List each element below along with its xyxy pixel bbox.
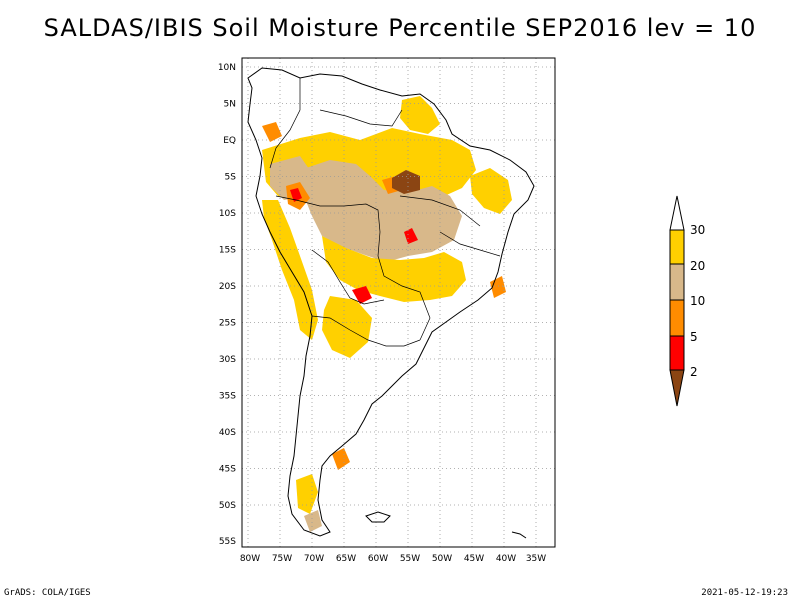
- shading-layer: [262, 96, 512, 532]
- lon-label: 75W: [272, 554, 292, 564]
- shade-orange-5: [332, 448, 350, 470]
- island-falklands: [365, 511, 391, 523]
- lat-label: 20S: [219, 282, 236, 292]
- gridlines: [242, 58, 555, 547]
- map-frame: [241, 57, 556, 548]
- lat-label: 5N: [224, 100, 236, 110]
- lat-label: 10N: [218, 63, 236, 73]
- footer-credit: GrADS: COLA/IGES: [4, 588, 91, 598]
- lat-label: 45S: [219, 465, 236, 475]
- lat-label: 40S: [219, 428, 236, 438]
- shade-tan-central: [300, 160, 462, 262]
- lat-label: 35S: [219, 392, 236, 402]
- legend-box-20-30: [669, 229, 685, 265]
- legend-labels: 30 20 10 5 2: [690, 223, 705, 379]
- color-legend: [669, 195, 685, 407]
- lat-label: 10S: [219, 209, 236, 219]
- shade-yellow-patagonia: [296, 474, 318, 514]
- lon-label: 60W: [368, 554, 388, 564]
- legend-label: 2: [690, 365, 698, 379]
- shade-yellow-south: [322, 236, 466, 302]
- legend-label: 30: [690, 223, 705, 237]
- legend-arrow-top: [669, 195, 685, 231]
- lat-label: EQ: [223, 136, 236, 146]
- lat-axis: 10N 5N EQ 5S 10S 15S 20S 25S 30S 35S 40S…: [218, 63, 236, 547]
- shade-orange-2: [262, 122, 282, 142]
- shade-yellow-chaco: [322, 296, 372, 358]
- legend-label: 5: [690, 330, 698, 344]
- lat-label: 5S: [225, 173, 237, 183]
- legend-box-5-10: [669, 299, 685, 337]
- lon-label: 55W: [400, 554, 420, 564]
- footer-timestamp: 2021-05-12-19:23: [701, 588, 788, 598]
- shade-red-3: [404, 228, 418, 244]
- lon-label: 50W: [432, 554, 452, 564]
- lat-label: 55S: [219, 537, 236, 547]
- map-title: SALDAS/IBIS Soil Moisture Percentile SEP…: [43, 14, 757, 42]
- lon-label: 45W: [464, 554, 484, 564]
- legend-box-10-20: [669, 263, 685, 301]
- lat-label: 15S: [219, 246, 236, 256]
- map-plot: [241, 57, 556, 548]
- lon-label: 40W: [496, 554, 516, 564]
- shade-red-2: [290, 188, 302, 202]
- lat-label: 50S: [219, 501, 236, 511]
- legend-arrow-bottom: [669, 369, 685, 407]
- lon-label: 65W: [336, 554, 356, 564]
- shade-red-1: [352, 286, 372, 304]
- continent-outline: [247, 67, 535, 537]
- lon-axis: 80W 75W 70W 65W 60W 55W 50W 45W 40W 35W: [240, 554, 546, 564]
- lon-label: 70W: [304, 554, 324, 564]
- legend-label: 20: [690, 259, 705, 273]
- shade-brown-1: [392, 170, 420, 194]
- legend-box-2-5: [669, 335, 685, 371]
- legend-label: 10: [690, 294, 705, 308]
- lon-label: 35W: [526, 554, 546, 564]
- shade-yellow-northeast: [470, 168, 512, 214]
- lat-label: 30S: [219, 355, 236, 365]
- shade-yellow-andes: [262, 200, 318, 340]
- lon-label: 80W: [240, 554, 260, 564]
- shade-tan-patagonia: [304, 510, 322, 532]
- lat-label: 25S: [219, 319, 236, 329]
- shade-yellow-guyana: [400, 96, 440, 134]
- island-south-georgia: [511, 531, 527, 539]
- country-borders: [269, 78, 501, 347]
